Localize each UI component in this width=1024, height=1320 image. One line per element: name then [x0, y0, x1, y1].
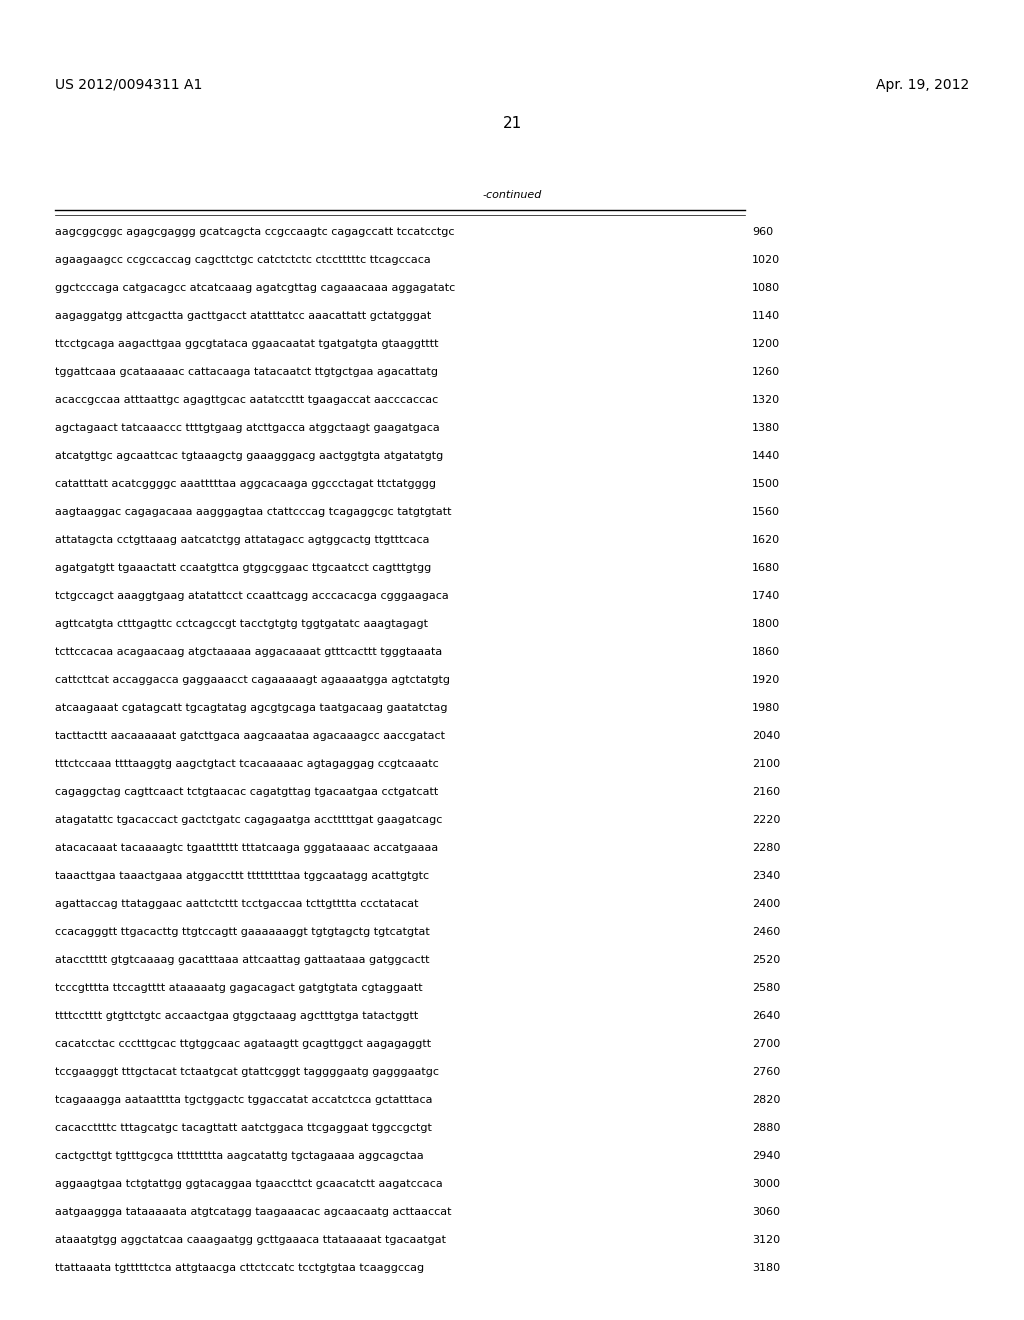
Text: tctgccagct aaaggtgaag atatattcct ccaattcagg acccacacga cgggaagaca: tctgccagct aaaggtgaag atatattcct ccaattc… — [55, 591, 449, 601]
Text: 1320: 1320 — [752, 395, 780, 405]
Text: 1560: 1560 — [752, 507, 780, 517]
Text: 2220: 2220 — [752, 814, 780, 825]
Text: 1260: 1260 — [752, 367, 780, 378]
Text: aagtaaggac cagagacaaa aagggagtaa ctattcccag tcagaggcgc tatgtgtatt: aagtaaggac cagagacaaa aagggagtaa ctattcc… — [55, 507, 452, 517]
Text: 3000: 3000 — [752, 1179, 780, 1189]
Text: 1680: 1680 — [752, 564, 780, 573]
Text: tttctccaaa ttttaaggtg aagctgtact tcacaaaaac agtagaggag ccgtcaaatc: tttctccaaa ttttaaggtg aagctgtact tcacaaa… — [55, 759, 438, 770]
Text: tcccgtttta ttccagtttt ataaaaatg gagacagact gatgtgtata cgtaggaatt: tcccgtttta ttccagtttt ataaaaatg gagacaga… — [55, 983, 423, 993]
Text: cacatcctac ccctttgcac ttgtggcaac agataagtt gcagttggct aagagaggtt: cacatcctac ccctttgcac ttgtggcaac agataag… — [55, 1039, 431, 1049]
Text: cattcttcat accaggacca gaggaaacct cagaaaaagt agaaaatgga agtctatgtg: cattcttcat accaggacca gaggaaacct cagaaaa… — [55, 675, 450, 685]
Text: ttcctgcaga aagacttgaa ggcgtataca ggaacaatat tgatgatgta gtaaggtttt: ttcctgcaga aagacttgaa ggcgtataca ggaacaa… — [55, 339, 438, 348]
Text: 1500: 1500 — [752, 479, 780, 488]
Text: 960: 960 — [752, 227, 773, 238]
Text: catatttatt acatcggggc aaatttttaa aggcacaaga ggccctagat ttctatgggg: catatttatt acatcggggc aaatttttaa aggcaca… — [55, 479, 436, 488]
Text: attatagcta cctgttaaag aatcatctgg attatagacc agtggcactg ttgtttcaca: attatagcta cctgttaaag aatcatctgg attatag… — [55, 535, 429, 545]
Text: acaccgccaa atttaattgc agagttgcac aatatccttt tgaagaccat aacccaccac: acaccgccaa atttaattgc agagttgcac aatatcc… — [55, 395, 438, 405]
Text: US 2012/0094311 A1: US 2012/0094311 A1 — [55, 78, 203, 92]
Text: 2160: 2160 — [752, 787, 780, 797]
Text: 2820: 2820 — [752, 1096, 780, 1105]
Text: ccacagggtt ttgacacttg ttgtccagtt gaaaaaaggt tgtgtagctg tgtcatgtat: ccacagggtt ttgacacttg ttgtccagtt gaaaaaa… — [55, 927, 430, 937]
Text: 1080: 1080 — [752, 282, 780, 293]
Text: 1200: 1200 — [752, 339, 780, 348]
Text: ttattaaata tgtttttctca attgtaacga cttctccatc tcctgtgtaa tcaaggccag: ttattaaata tgtttttctca attgtaacga cttctc… — [55, 1263, 424, 1272]
Text: 3060: 3060 — [752, 1206, 780, 1217]
Text: 2940: 2940 — [752, 1151, 780, 1162]
Text: agaagaagcc ccgccaccag cagcttctgc catctctctc ctcctttttc ttcagccaca: agaagaagcc ccgccaccag cagcttctgc catctct… — [55, 255, 431, 265]
Text: agattaccag ttataggaac aattctcttt tcctgaccaa tcttgtttta ccctatacat: agattaccag ttataggaac aattctcttt tcctgac… — [55, 899, 419, 909]
Text: agctagaact tatcaaaccc ttttgtgaag atcttgacca atggctaagt gaagatgaca: agctagaact tatcaaaccc ttttgtgaag atcttga… — [55, 422, 439, 433]
Text: 2520: 2520 — [752, 954, 780, 965]
Text: 1140: 1140 — [752, 312, 780, 321]
Text: 1620: 1620 — [752, 535, 780, 545]
Text: agatgatgtt tgaaactatt ccaatgttca gtggcggaac ttgcaatcct cagtttgtgg: agatgatgtt tgaaactatt ccaatgttca gtggcgg… — [55, 564, 431, 573]
Text: 2640: 2640 — [752, 1011, 780, 1020]
Text: ataccttttt gtgtcaaaag gacatttaaa attcaattag gattaataaa gatggcactt: ataccttttt gtgtcaaaag gacatttaaa attcaat… — [55, 954, 429, 965]
Text: 1860: 1860 — [752, 647, 780, 657]
Text: 1020: 1020 — [752, 255, 780, 265]
Text: 2340: 2340 — [752, 871, 780, 880]
Text: ataaatgtgg aggctatcaa caaagaatgg gcttgaaaca ttataaaaat tgacaatgat: ataaatgtgg aggctatcaa caaagaatgg gcttgaa… — [55, 1236, 446, 1245]
Text: 1440: 1440 — [752, 451, 780, 461]
Text: aagcggcggc agagcgaggg gcatcagcta ccgccaagtc cagagccatt tccatcctgc: aagcggcggc agagcgaggg gcatcagcta ccgccaa… — [55, 227, 455, 238]
Text: 3120: 3120 — [752, 1236, 780, 1245]
Text: agttcatgta ctttgagttc cctcagccgt tacctgtgtg tggtgatatc aaagtagagt: agttcatgta ctttgagttc cctcagccgt tacctgt… — [55, 619, 428, 630]
Text: 1980: 1980 — [752, 704, 780, 713]
Text: -continued: -continued — [482, 190, 542, 201]
Text: aatgaaggga tataaaaata atgtcatagg taagaaacac agcaacaatg acttaaccat: aatgaaggga tataaaaata atgtcatagg taagaaa… — [55, 1206, 452, 1217]
Text: tggattcaaa gcataaaaac cattacaaga tatacaatct ttgtgctgaa agacattatg: tggattcaaa gcataaaaac cattacaaga tatacaa… — [55, 367, 438, 378]
Text: atagatattc tgacaccact gactctgatc cagagaatga acctttttgat gaagatcagc: atagatattc tgacaccact gactctgatc cagagaa… — [55, 814, 442, 825]
Text: 2760: 2760 — [752, 1067, 780, 1077]
Text: 2460: 2460 — [752, 927, 780, 937]
Text: atcatgttgc agcaattcac tgtaaagctg gaaagggacg aactggtgta atgatatgtg: atcatgttgc agcaattcac tgtaaagctg gaaaggg… — [55, 451, 443, 461]
Text: 1920: 1920 — [752, 675, 780, 685]
Text: atacacaaat tacaaaagtc tgaatttttt tttatcaaga gggataaaac accatgaaaa: atacacaaat tacaaaagtc tgaatttttt tttatca… — [55, 843, 438, 853]
Text: aagaggatgg attcgactta gacttgacct atatttatcc aaacattatt gctatgggat: aagaggatgg attcgactta gacttgacct atattta… — [55, 312, 431, 321]
Text: tcttccacaa acagaacaag atgctaaaaa aggacaaaat gtttcacttt tgggtaaata: tcttccacaa acagaacaag atgctaaaaa aggacaa… — [55, 647, 442, 657]
Text: 2100: 2100 — [752, 759, 780, 770]
Text: 1740: 1740 — [752, 591, 780, 601]
Text: 2280: 2280 — [752, 843, 780, 853]
Text: 2700: 2700 — [752, 1039, 780, 1049]
Text: 3180: 3180 — [752, 1263, 780, 1272]
Text: atcaagaaat cgatagcatt tgcagtatag agcgtgcaga taatgacaag gaatatctag: atcaagaaat cgatagcatt tgcagtatag agcgtgc… — [55, 704, 447, 713]
Text: tcagaaagga aataatttta tgctggactc tggaccatat accatctcca gctatttaca: tcagaaagga aataatttta tgctggactc tggacca… — [55, 1096, 432, 1105]
Text: cacaccttttc tttagcatgc tacagttatt aatctggaca ttcgaggaat tggccgctgt: cacaccttttc tttagcatgc tacagttatt aatctg… — [55, 1123, 432, 1133]
Text: Apr. 19, 2012: Apr. 19, 2012 — [876, 78, 969, 92]
Text: 2580: 2580 — [752, 983, 780, 993]
Text: 2880: 2880 — [752, 1123, 780, 1133]
Text: 2400: 2400 — [752, 899, 780, 909]
Text: ggctcccaga catgacagcc atcatcaaag agatcgttag cagaaacaaa aggagatatc: ggctcccaga catgacagcc atcatcaaag agatcgt… — [55, 282, 456, 293]
Text: taaacttgaa taaactgaaa atggaccttt tttttttttaa tggcaatagg acattgtgtc: taaacttgaa taaactgaaa atggaccttt ttttttt… — [55, 871, 429, 880]
Text: ttttcctttt gtgttctgtc accaactgaa gtggctaaag agctttgtga tatactggtt: ttttcctttt gtgttctgtc accaactgaa gtggcta… — [55, 1011, 418, 1020]
Text: aggaagtgaa tctgtattgg ggtacaggaa tgaaccttct gcaacatctt aagatccaca: aggaagtgaa tctgtattgg ggtacaggaa tgaacct… — [55, 1179, 442, 1189]
Text: tacttacttt aacaaaaaat gatcttgaca aagcaaataa agacaaagcc aaccgatact: tacttacttt aacaaaaaat gatcttgaca aagcaaa… — [55, 731, 445, 741]
Text: cactgcttgt tgtttgcgca ttttttttta aagcatattg tgctagaaaa aggcagctaa: cactgcttgt tgtttgcgca ttttttttta aagcata… — [55, 1151, 424, 1162]
Text: 1380: 1380 — [752, 422, 780, 433]
Text: tccgaagggt tttgctacat tctaatgcat gtattcgggt taggggaatg gagggaatgc: tccgaagggt tttgctacat tctaatgcat gtattcg… — [55, 1067, 439, 1077]
Text: 21: 21 — [503, 116, 521, 131]
Text: 1800: 1800 — [752, 619, 780, 630]
Text: 2040: 2040 — [752, 731, 780, 741]
Text: cagaggctag cagttcaact tctgtaacac cagatgttag tgacaatgaa cctgatcatt: cagaggctag cagttcaact tctgtaacac cagatgt… — [55, 787, 438, 797]
